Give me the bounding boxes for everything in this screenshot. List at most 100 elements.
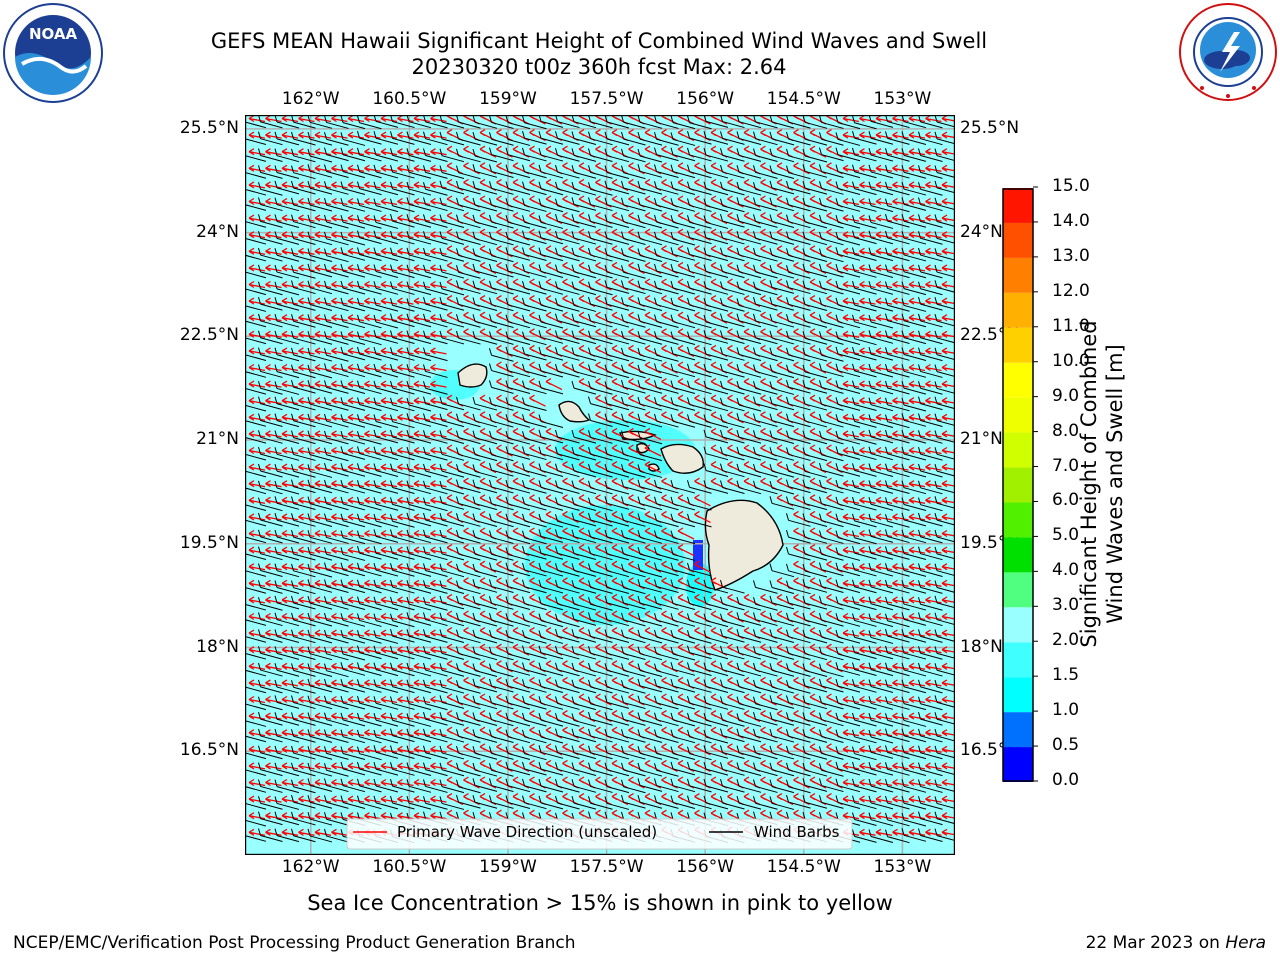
wind-barb [505, 314, 531, 329]
wave-direction-arrow [941, 463, 955, 471]
wind-barb [769, 297, 795, 311]
wave-direction-arrow [397, 347, 414, 355]
wave-direction-arrow [875, 297, 893, 305]
wind-barb [934, 430, 955, 443]
wind-barb [489, 132, 514, 146]
wave-direction-arrow [562, 726, 579, 739]
wave-direction-arrow [661, 759, 678, 772]
wave-direction-arrow [265, 513, 282, 521]
wave-direction-arrow [248, 247, 266, 255]
wind-barb [357, 778, 382, 793]
wind-barb [357, 729, 382, 744]
wind-barb [852, 346, 877, 361]
wind-barb [357, 115, 382, 130]
wind-barb [258, 430, 283, 444]
wave-direction-arrow [677, 759, 695, 772]
wave-direction-arrow [364, 463, 381, 471]
wave-direction-arrow [430, 397, 447, 405]
wave-direction-arrow [892, 662, 909, 670]
lon-tick-label: 153°W [873, 857, 932, 877]
wind-barb [588, 313, 613, 328]
wind-barb [373, 596, 399, 611]
wind-barb [637, 629, 663, 644]
wind-barb [456, 546, 481, 561]
lon-tick-label: 154.5°W [766, 89, 841, 109]
wave-direction-arrow [331, 363, 348, 372]
wave-direction-arrow [265, 762, 282, 770]
wind-barb [769, 563, 795, 578]
wind-barb [786, 115, 811, 129]
wave-direction-arrow [661, 129, 678, 142]
wind-barb [802, 513, 828, 527]
wind-barb [423, 413, 448, 427]
wind-barb [406, 713, 432, 727]
wind-barb [291, 314, 316, 328]
wind-barb [357, 795, 382, 810]
wave-direction-arrow [281, 563, 299, 571]
wave-direction-arrow [298, 247, 315, 255]
wind-barb [245, 237, 267, 245]
wind-barb [901, 197, 927, 211]
wave-direction-arrow [512, 129, 530, 142]
wave-direction-arrow [397, 430, 414, 438]
wind-barb [687, 363, 712, 378]
wind-barb [258, 347, 283, 362]
wind-barb [588, 597, 613, 611]
wind-barb [720, 480, 745, 495]
wave-direction-arrow [760, 278, 777, 291]
wave-direction-arrow [463, 776, 480, 789]
wind-barb [835, 280, 861, 295]
wind-barb [489, 795, 514, 809]
wave-direction-arrow [347, 280, 365, 289]
wave-direction-arrow [694, 212, 711, 225]
wind-barb [571, 679, 597, 694]
wind-barb [753, 597, 778, 611]
wind-barb [769, 413, 795, 428]
wind-barb [621, 248, 646, 262]
noaa-logo-icon: NOAA [3, 3, 103, 103]
wind-barb [819, 198, 844, 212]
wave-direction-arrow [925, 596, 942, 604]
wave-direction-arrow [677, 527, 695, 540]
wind-barb [423, 264, 448, 279]
wind-barb [654, 663, 679, 678]
wind-barb [423, 546, 448, 561]
wind-barb [901, 745, 927, 760]
colorbar-tick-label: 0.0 [1052, 770, 1080, 790]
wind-barb [868, 164, 894, 179]
wind-barb [670, 331, 696, 346]
wind-barb [918, 430, 943, 444]
wave-direction-arrow [281, 280, 299, 289]
wind-barb [852, 812, 877, 827]
wind-barb [835, 662, 861, 676]
wind-barb [307, 148, 333, 163]
wind-barb [670, 613, 696, 627]
wave-direction-arrow [892, 181, 909, 189]
wave-direction-arrow [595, 577, 612, 590]
wind-barb [621, 595, 646, 610]
wave-direction-arrow [265, 148, 282, 156]
wind-barb [934, 396, 955, 410]
wave-direction-arrow [875, 380, 893, 388]
wave-direction-arrow [661, 328, 678, 341]
wave-direction-arrow [760, 378, 777, 391]
wave-direction-arrow [908, 297, 926, 305]
wave-direction-arrow [677, 212, 695, 225]
wind-barb [819, 562, 844, 577]
wave-direction-arrow [380, 563, 398, 571]
wind-barb [324, 678, 349, 693]
wave-direction-arrow [859, 563, 876, 571]
wind-barb [390, 347, 415, 361]
wind-barb [819, 147, 844, 162]
wind-barb [324, 646, 349, 661]
wind-barb [406, 347, 432, 361]
wind-barb [637, 314, 663, 328]
wind-barb [390, 613, 415, 628]
wave-direction-arrow [265, 314, 282, 322]
wave-direction-arrow [694, 228, 711, 241]
wind-barb [621, 464, 646, 478]
wave-direction-arrow [892, 463, 909, 471]
wind-barb [571, 612, 597, 626]
wind-barb [802, 678, 828, 693]
wind-barb [373, 729, 399, 744]
